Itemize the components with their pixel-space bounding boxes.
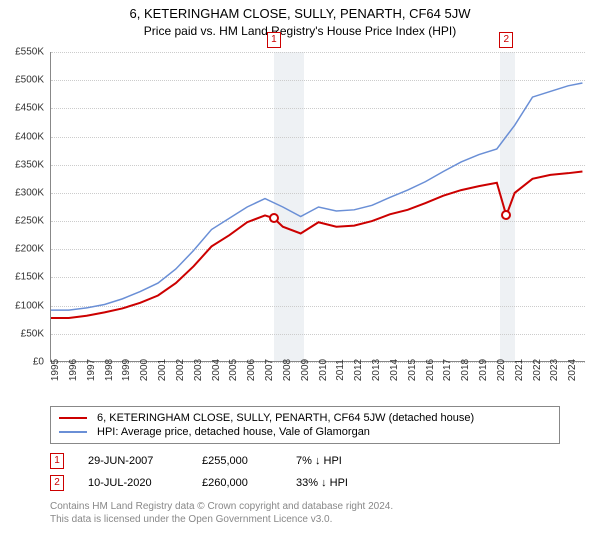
legend: 6, KETERINGHAM CLOSE, SULLY, PENARTH, CF…	[50, 406, 560, 444]
chart-container: £0£50K£100K£150K£200K£250K£300K£350K£400…	[0, 42, 600, 402]
x-axis: 1995199619971998199920002001200220032004…	[50, 364, 585, 402]
y-axis: £0£50K£100K£150K£200K£250K£300K£350K£400…	[0, 52, 48, 362]
footer-line1: Contains HM Land Registry data © Crown c…	[50, 500, 560, 513]
footer-line2: This data is licensed under the Open Gov…	[50, 513, 560, 526]
chart-title: 6, KETERINGHAM CLOSE, SULLY, PENARTH, CF…	[0, 0, 600, 21]
footer: Contains HM Land Registry data © Crown c…	[50, 500, 560, 526]
plot-area: 12	[50, 52, 585, 362]
sales-table: 129-JUN-2007£255,0007% ↓ HPI210-JUL-2020…	[50, 450, 560, 494]
chart-svg	[51, 52, 585, 361]
